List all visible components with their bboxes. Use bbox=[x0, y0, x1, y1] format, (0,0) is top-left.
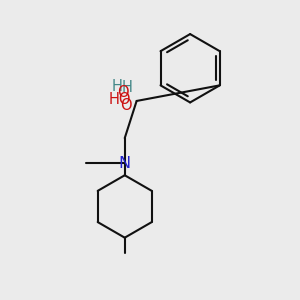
Text: HO: HO bbox=[108, 92, 131, 107]
Text: O: O bbox=[117, 85, 129, 100]
Text: O: O bbox=[121, 98, 132, 113]
Text: N: N bbox=[119, 156, 131, 171]
Text: H: H bbox=[121, 80, 132, 95]
Text: H: H bbox=[111, 79, 122, 94]
